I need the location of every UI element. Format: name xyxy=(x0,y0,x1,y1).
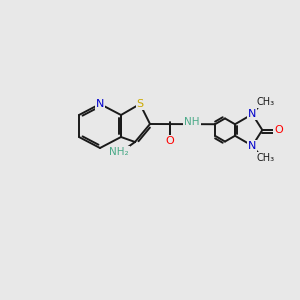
Text: CH₃: CH₃ xyxy=(256,97,274,107)
Text: NH₂: NH₂ xyxy=(109,147,129,157)
Text: N: N xyxy=(248,109,256,119)
Text: NH: NH xyxy=(184,117,200,127)
Text: S: S xyxy=(136,99,144,109)
Text: O: O xyxy=(166,136,174,146)
Text: N: N xyxy=(96,99,104,109)
Text: CH₃: CH₃ xyxy=(256,153,274,163)
Text: N: N xyxy=(248,141,256,151)
Text: O: O xyxy=(274,125,283,135)
